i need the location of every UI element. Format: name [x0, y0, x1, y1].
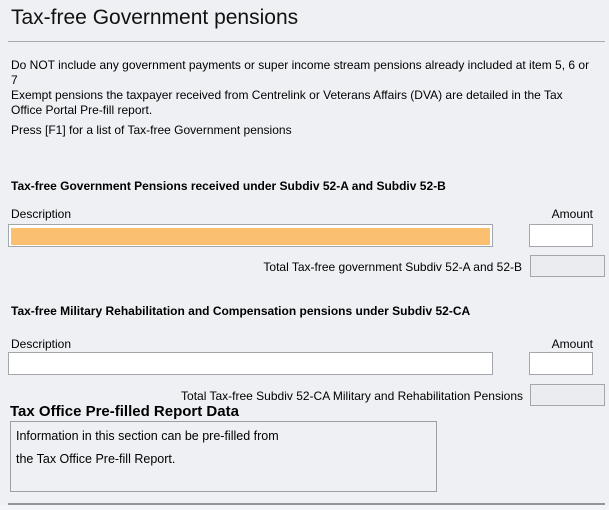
instruction-item-5-6-7: Do NOT include any government payments o…: [11, 58, 590, 87]
title-divider: [8, 41, 605, 42]
amount-input-govt[interactable]: [529, 224, 593, 247]
description-input-military[interactable]: [11, 355, 490, 373]
description-input-govt[interactable]: [11, 227, 490, 245]
total-field-govt: [530, 255, 605, 277]
amount-label-military: Amount: [551, 337, 593, 351]
bottom-divider: [8, 503, 605, 505]
instruction-press-f1: Press [F1] for a list of Tax-free Govern…: [11, 123, 292, 137]
instruction-exempt-pensions: Exempt pensions the taxpayer received fr…: [11, 88, 563, 117]
amount-input-military[interactable]: [529, 352, 593, 375]
section-heading-govt-pensions: Tax-free Government Pensions received un…: [11, 179, 446, 193]
description-field-military[interactable]: [8, 352, 493, 375]
section-heading-military-pensions: Tax-free Military Rehabilitation and Com…: [11, 304, 471, 318]
prefill-section-heading: Tax Office Pre-filled Report Data: [10, 403, 239, 420]
prefill-info-line-2: the Tax Office Pre-fill Report.: [16, 452, 176, 466]
amount-label-govt: Amount: [551, 207, 593, 221]
description-label-military: Description: [11, 337, 72, 351]
description-label-govt: Description: [11, 207, 72, 221]
total-label-military: Total Tax-free Subdiv 52-CA Military and…: [181, 389, 523, 403]
prefill-info-line-1: Information in this section can be pre-f…: [16, 429, 279, 443]
total-label-govt: Total Tax-free government Subdiv 52-A an…: [263, 260, 522, 274]
total-field-military: [530, 384, 605, 406]
description-field-govt[interactable]: [8, 224, 493, 247]
page-title: Tax-free Government pensions: [11, 6, 299, 29]
prefill-info-box: Information in this section can be pre-f…: [10, 421, 437, 492]
bottom-strip: [0, 505, 609, 510]
